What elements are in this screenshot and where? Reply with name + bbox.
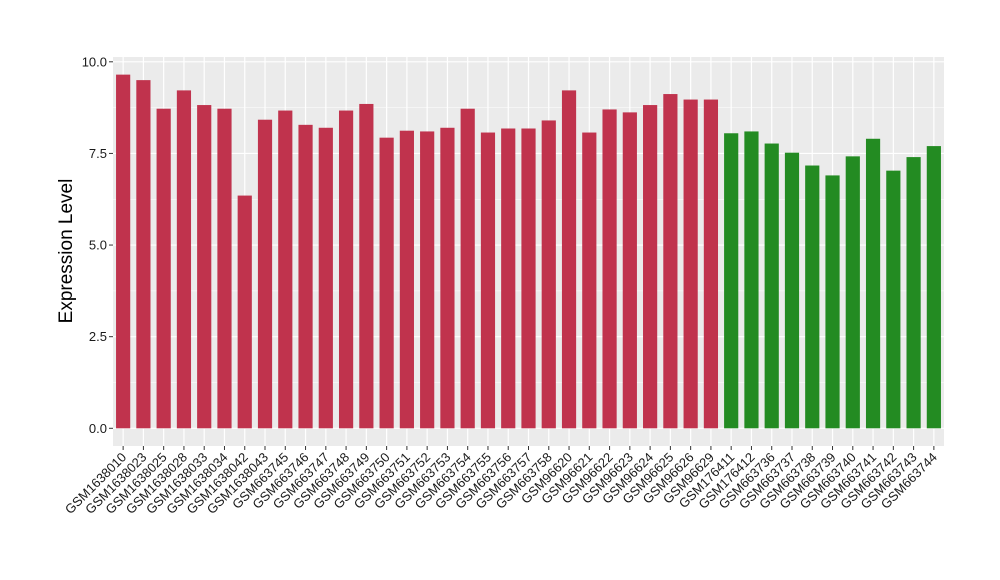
bar (440, 127, 455, 429)
y-tick-label: 5.0 (89, 238, 107, 253)
bar (237, 195, 252, 429)
bar (460, 108, 475, 429)
bars (116, 74, 941, 429)
bar (561, 90, 577, 429)
bar (845, 156, 860, 429)
bar (521, 128, 536, 429)
bar (724, 133, 739, 429)
bar (480, 132, 496, 429)
bar (784, 152, 800, 429)
bar (197, 105, 212, 429)
bar (541, 120, 556, 429)
bar (116, 74, 131, 429)
x-axis: GSM1638010GSM1638023GSM1638025GSM1638028… (62, 446, 940, 517)
bar (683, 99, 698, 429)
bar (338, 110, 354, 429)
bar (318, 127, 333, 429)
bar (582, 132, 597, 429)
bar (764, 143, 779, 429)
bar (703, 99, 719, 429)
y-tick-label: 0.0 (89, 421, 107, 436)
bar (298, 124, 313, 429)
y-tick-label: 7.5 (89, 146, 107, 161)
bar (176, 90, 192, 429)
bar (886, 170, 901, 429)
bar (744, 131, 759, 429)
bar (825, 175, 840, 429)
bar (602, 109, 617, 429)
bar (643, 105, 658, 429)
y-tick-label: 2.5 (89, 329, 107, 344)
bar (926, 146, 941, 429)
bar (622, 112, 637, 429)
bar (501, 128, 516, 429)
bar (156, 108, 171, 429)
bar (136, 80, 151, 429)
bar (906, 157, 921, 429)
bar (359, 103, 374, 429)
bar (217, 108, 232, 429)
y-axis-title: Expression Level (56, 179, 77, 324)
bar (805, 165, 820, 429)
bar (399, 130, 414, 429)
y-tick-label: 10.0 (82, 54, 107, 69)
bar (379, 137, 394, 429)
y-axis: 0.0 2.5 5.0 7.5 10.0 (82, 54, 113, 436)
bar (865, 138, 881, 429)
bar (257, 119, 273, 429)
bar (663, 94, 678, 429)
bar (420, 131, 435, 429)
bar (278, 110, 293, 429)
